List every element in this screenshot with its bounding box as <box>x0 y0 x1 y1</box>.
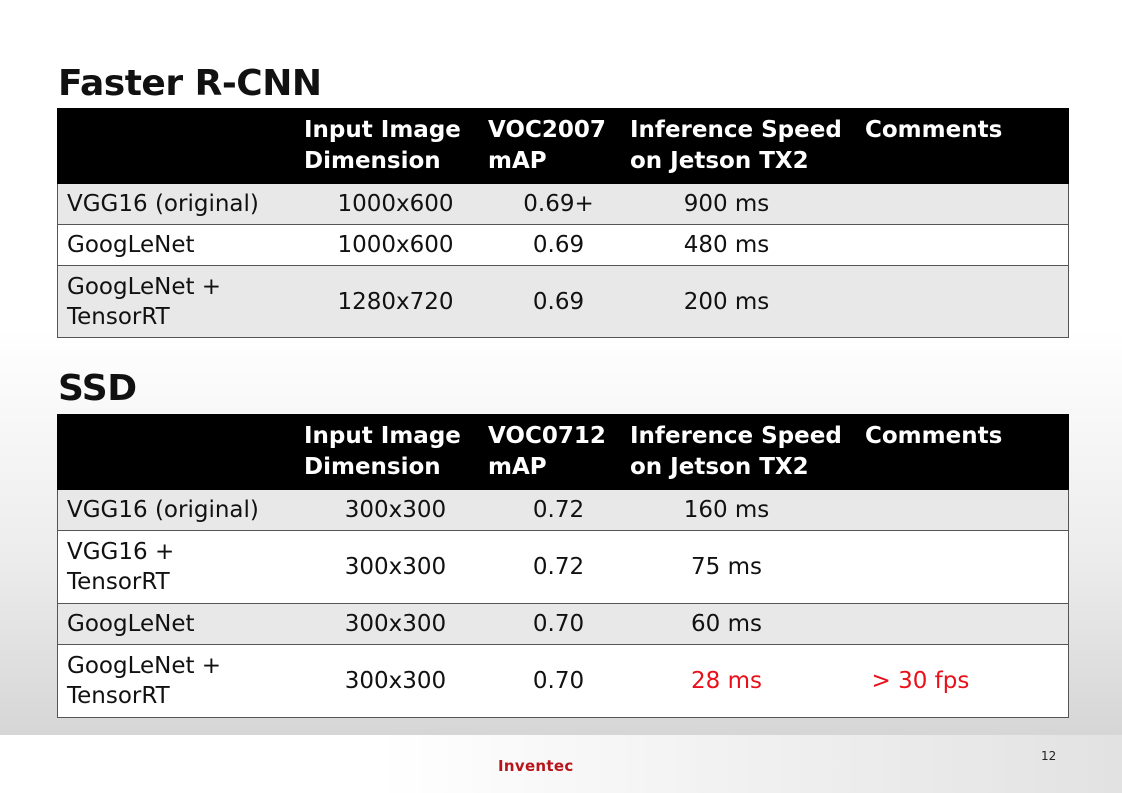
model-cell: VGG16 + TensorRT <box>57 530 304 604</box>
speed-cell-highlight: 28 ms <box>629 644 864 718</box>
header-inference-speed: Inference Speed on Jetson TX2 <box>629 108 864 184</box>
map-cell: 0.72 <box>487 489 630 531</box>
header-map: VOC2007 mAP <box>487 108 630 184</box>
table-row: VGG16 (original) 300x300 0.72 160 ms <box>57 489 1069 531</box>
table-header-row: Input Image Dimension VOC2007 mAP Infere… <box>57 108 1069 184</box>
model-cell: GoogLeNet <box>57 224 304 266</box>
map-cell: 0.70 <box>487 603 630 645</box>
dimension-cell: 300x300 <box>303 530 488 604</box>
comment-cell <box>863 265 1069 338</box>
map-cell: 0.72 <box>487 530 630 604</box>
header-model <box>57 108 304 184</box>
ssd-title: SSD <box>58 368 137 409</box>
comment-cell <box>863 183 1069 225</box>
model-cell: GoogLeNet <box>57 603 304 645</box>
dimension-cell: 1000x600 <box>303 183 488 225</box>
comment-cell <box>863 489 1069 531</box>
table-row: VGG16 (original) 1000x600 0.69+ 900 ms <box>57 183 1069 225</box>
comment-cell <box>863 530 1069 604</box>
dimension-cell: 300x300 <box>303 644 488 718</box>
header-input-dimension: Input Image Dimension <box>303 108 488 184</box>
model-cell: GoogLeNet + TensorRT <box>57 644 304 718</box>
page-number: 12 <box>1041 749 1057 763</box>
speed-cell: 200 ms <box>629 265 864 338</box>
footer-band <box>0 735 1122 793</box>
model-cell: GoogLeNet + TensorRT <box>57 265 304 338</box>
dimension-cell: 300x300 <box>303 603 488 645</box>
faster-rcnn-title: Faster R-CNN <box>58 63 322 104</box>
table-row: GoogLeNet 1000x600 0.69 480 ms <box>57 224 1069 266</box>
table-header-row: Input Image Dimension VOC0712 mAP Infere… <box>57 414 1069 490</box>
dimension-cell: 300x300 <box>303 489 488 531</box>
model-cell: VGG16 (original) <box>57 489 304 531</box>
comment-cell-highlight: > 30 fps <box>863 644 1069 718</box>
header-map: VOC0712 mAP <box>487 414 630 490</box>
table-row: GoogLeNet 300x300 0.70 60 ms <box>57 603 1069 645</box>
map-cell: 0.69+ <box>487 183 630 225</box>
ssd-table: Input Image Dimension VOC0712 mAP Infere… <box>57 414 1069 718</box>
map-cell: 0.70 <box>487 644 630 718</box>
header-model <box>57 414 304 490</box>
table-row: VGG16 + TensorRT 300x300 0.72 75 ms <box>57 530 1069 604</box>
header-comments: Comments <box>863 108 1069 184</box>
dimension-cell: 1000x600 <box>303 224 488 266</box>
speed-cell: 480 ms <box>629 224 864 266</box>
header-comments: Comments <box>863 414 1069 490</box>
comment-cell <box>863 603 1069 645</box>
speed-cell: 160 ms <box>629 489 864 531</box>
header-inference-speed: Inference Speed on Jetson TX2 <box>629 414 864 490</box>
faster-rcnn-table: Input Image Dimension VOC2007 mAP Infere… <box>57 108 1069 338</box>
speed-cell: 75 ms <box>629 530 864 604</box>
table-row: GoogLeNet + TensorRT 1280x720 0.69 200 m… <box>57 265 1069 338</box>
header-input-dimension: Input Image Dimension <box>303 414 488 490</box>
table-row: GoogLeNet + TensorRT 300x300 0.70 28 ms … <box>57 644 1069 718</box>
model-cell: VGG16 (original) <box>57 183 304 225</box>
speed-cell: 900 ms <box>629 183 864 225</box>
speed-cell: 60 ms <box>629 603 864 645</box>
inventec-logo: Inventec <box>498 757 574 775</box>
map-cell: 0.69 <box>487 265 630 338</box>
comment-cell <box>863 224 1069 266</box>
map-cell: 0.69 <box>487 224 630 266</box>
dimension-cell: 1280x720 <box>303 265 488 338</box>
